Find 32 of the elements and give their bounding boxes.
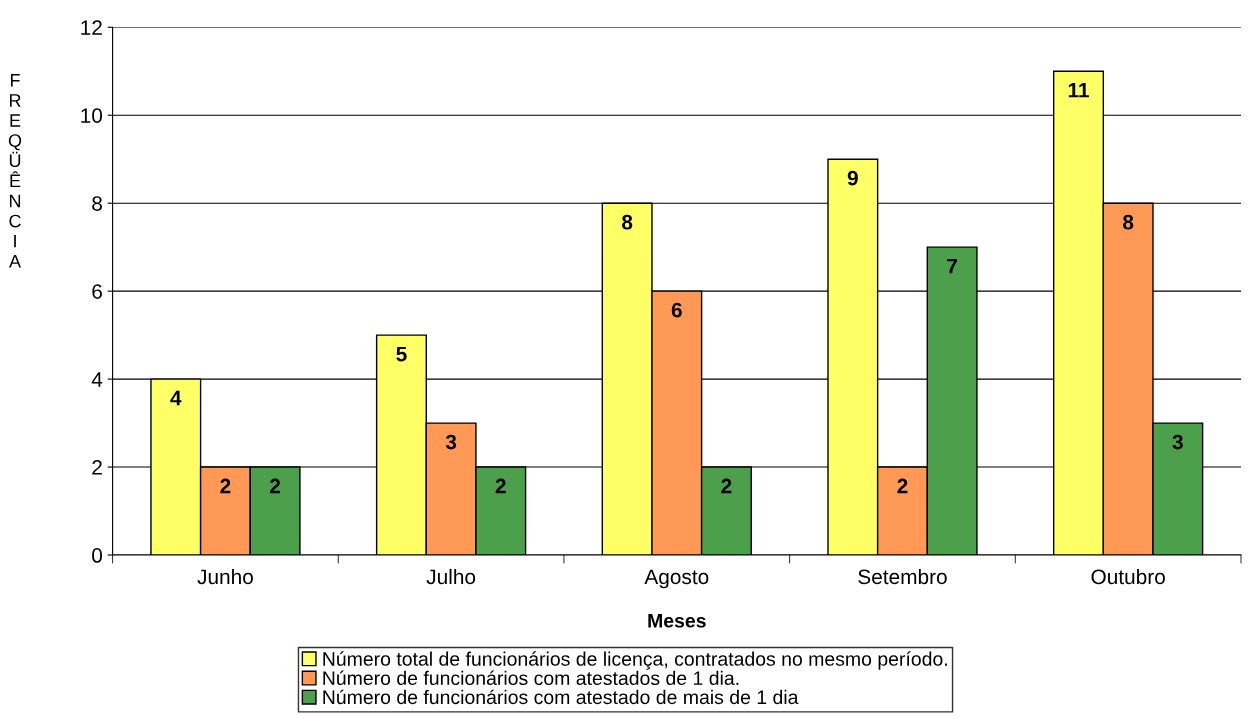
data-label: 5 [396, 346, 407, 362]
legend-label: Número total de funcionários de licença, contratados no mesmo período. [323, 651, 947, 670]
data-label: 11 [1068, 83, 1089, 98]
y-tick-label: 2 [92, 460, 102, 475]
x-tick-label: Agosto [644, 569, 709, 589]
data-label: 3 [445, 434, 457, 450]
y-tick-label: 12 [81, 20, 102, 35]
data-label: 3 [1172, 434, 1183, 450]
legend-label: Número de funcionários com atestados de 1 dia. [323, 670, 739, 686]
data-label: 8 [622, 214, 633, 230]
y-tick-label: 4 [91, 372, 103, 387]
x-tick-label: Julho [426, 568, 476, 585]
data-label: 2 [721, 478, 732, 494]
data-label: 2 [270, 478, 281, 494]
text: FREQÜÊNCIA [8, 74, 22, 268]
data-label: 2 [897, 478, 908, 494]
x-axis-title: Meses [648, 614, 706, 628]
y-tick-label: 6 [92, 284, 102, 299]
x-tick-label: Junho [197, 568, 253, 585]
data-label: 7 [947, 258, 957, 274]
y-tick-label: 0 [92, 548, 103, 563]
legend-label: Número de funcionários com atestado de mais de 1 dia [323, 689, 799, 705]
data-label: 2 [495, 478, 506, 494]
data-label: 2 [220, 478, 231, 494]
data-label: 9 [847, 170, 858, 186]
x-tick-label: Setembro [858, 568, 947, 585]
data-label: 6 [671, 302, 682, 318]
data-label: 8 [1123, 214, 1134, 230]
x-tick-label: Outubro [1091, 568, 1165, 585]
data-label: 4 [170, 390, 182, 406]
y-tick-label: 8 [92, 196, 102, 211]
y-tick-label: 10 [81, 108, 103, 123]
